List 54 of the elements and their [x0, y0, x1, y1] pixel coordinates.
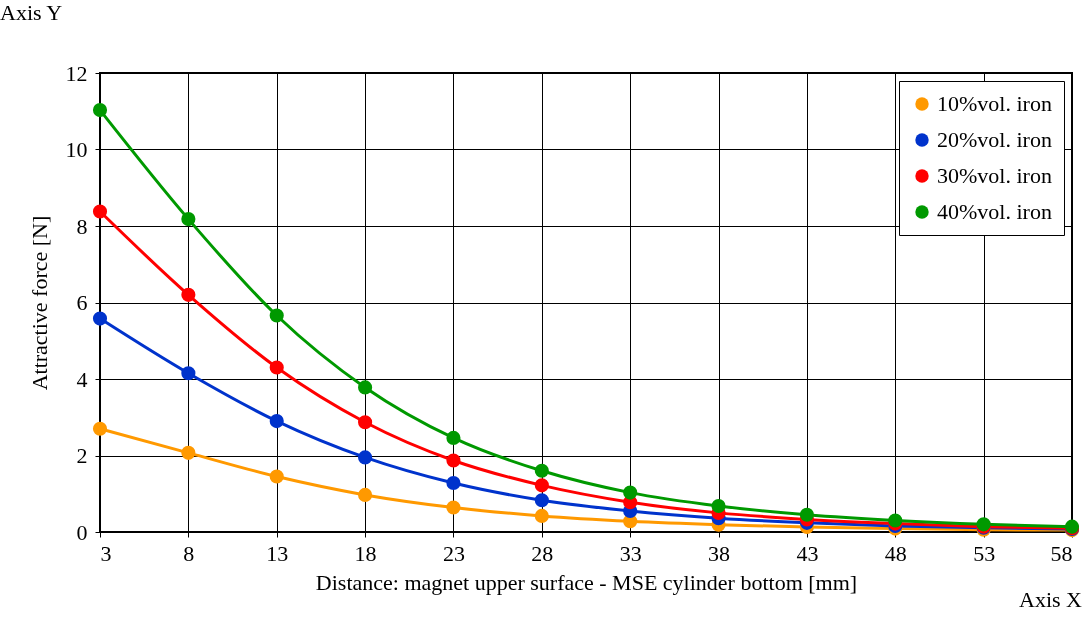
- x-tick-label: 38: [708, 540, 731, 566]
- x-tick-label: 18: [354, 540, 377, 566]
- point: [446, 453, 461, 468]
- y-axis-title: Attractive force [N]: [26, 215, 52, 391]
- point: [358, 487, 373, 502]
- legend-label: 10%vol. iron: [937, 91, 1052, 116]
- x-tick-label: 28: [531, 540, 554, 566]
- x-tick-label: 3: [100, 540, 112, 566]
- x-tick-label: 53: [973, 540, 996, 566]
- point: [269, 360, 284, 375]
- point: [92, 421, 108, 436]
- x-tick-label: 8: [183, 540, 195, 566]
- point: [534, 508, 549, 523]
- point: [799, 507, 814, 522]
- point: [446, 500, 461, 515]
- x-tick-label: 33: [619, 540, 642, 566]
- point: [92, 204, 108, 219]
- point: [92, 311, 108, 326]
- point: [446, 475, 461, 491]
- y-tick-label: 2: [76, 443, 88, 468]
- point: [446, 430, 461, 445]
- point: [358, 380, 373, 395]
- point: [534, 493, 549, 508]
- y-tick-label: 8: [76, 213, 88, 239]
- y-tick-label: 10: [65, 137, 88, 162]
- point: [711, 498, 726, 514]
- point: [623, 485, 638, 500]
- text: Axis Y: [0, 0, 63, 25]
- legend-label: 40%vol. iron: [937, 199, 1052, 224]
- x-tick-label: 48: [884, 540, 907, 566]
- point: [269, 469, 284, 484]
- point: [534, 478, 549, 493]
- x-tick-label: 58: [1050, 540, 1073, 566]
- point: [269, 308, 284, 323]
- x-tick-label: 43: [796, 540, 819, 566]
- point: [181, 445, 196, 460]
- x-axis-title: Distance: magnet upper surface - MSE cylinder bottom [mm]: [315, 569, 858, 595]
- point: [269, 414, 284, 429]
- point: [181, 287, 196, 302]
- x-tick-label: 23: [442, 540, 465, 566]
- point: [181, 212, 196, 227]
- legend-label: 20%vol. iron: [937, 127, 1052, 152]
- point: [181, 366, 196, 381]
- point: [358, 415, 373, 430]
- y-tick-label: 6: [76, 290, 88, 315]
- text: Axis X: [1019, 587, 1083, 612]
- y-tick-label: 0: [76, 519, 88, 545]
- y-tick-label: 4: [76, 366, 88, 392]
- y-tick-label: 12: [65, 60, 88, 86]
- point: [92, 103, 108, 118]
- x-tick-label: 13: [266, 540, 289, 566]
- point: [358, 450, 373, 465]
- point: [534, 463, 549, 478]
- legend-label: 30%vol. iron: [937, 163, 1052, 188]
